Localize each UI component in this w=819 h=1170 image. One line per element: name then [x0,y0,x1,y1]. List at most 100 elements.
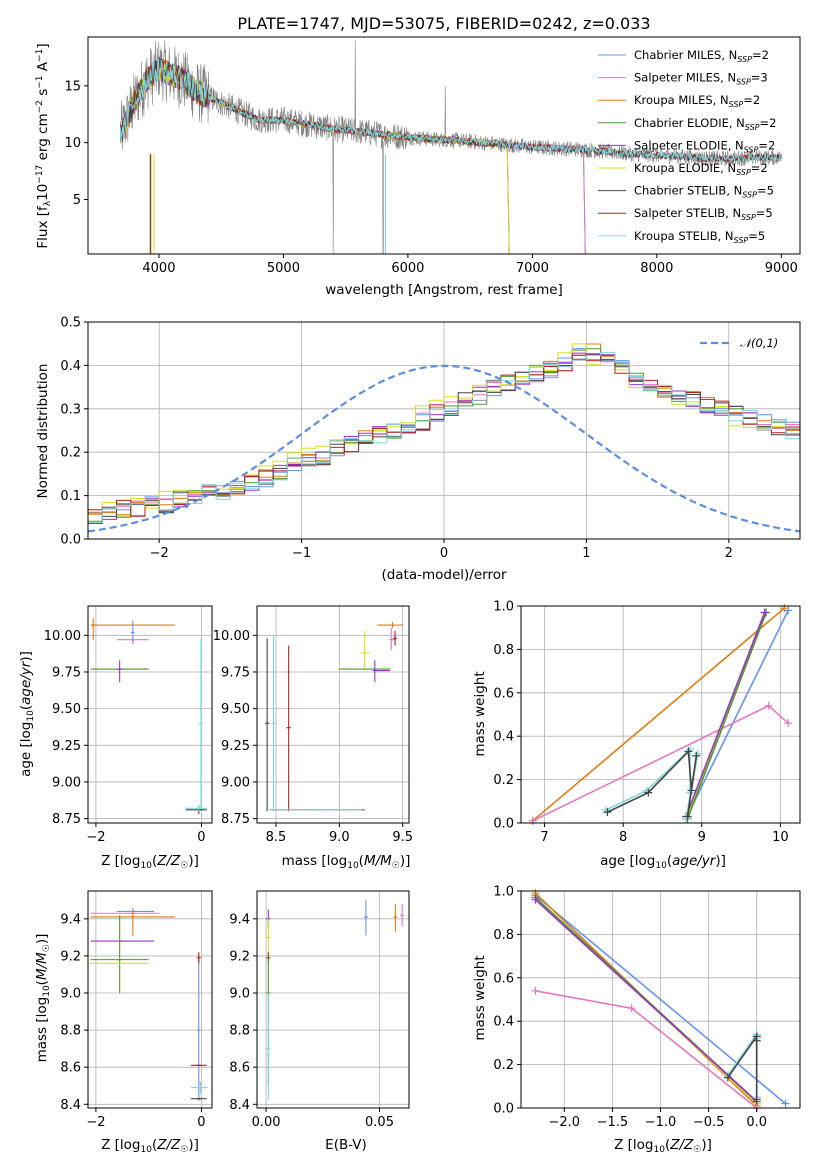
errorbar-point [372,660,390,683]
x-tick-label: 7 [540,830,548,845]
errorbar-point [266,993,271,1101]
errorbar-point [90,915,149,994]
errorbar-point [266,918,271,956]
y-tick-label: 0.0 [493,1102,514,1117]
x-tick-label: −1.5 [597,1115,629,1130]
series-marker [784,606,793,615]
weight-age-ylabel: mass weight [472,671,488,756]
series-marker [760,608,769,617]
legend-entry: 𝒩(0,1) [740,336,778,350]
y-tick-label: 0.8 [493,928,514,943]
series-marker [752,1095,761,1104]
y-tick-label: 0.6 [493,686,514,701]
y-tick-label: 1.0 [493,885,514,900]
series-marker [603,808,612,817]
age-vs-mass-panel: 8.5 9.0 9.5 8.75 9.00 9.25 9.50 9.75 10.00 [213,605,413,845]
series-marker [687,786,696,795]
y-tick-label: 10.00 [44,629,81,644]
residuals-panel: −2 −1 0 1 2 0.0 0.1 0.2 0.3 0.4 0.5 𝒩(0,1) [60,316,801,561]
series-marker [531,986,540,995]
x-tick-label: −1 [292,546,311,561]
errorbar-point [360,630,370,671]
errorbar-point [185,805,207,812]
series-line-kroupa_miles [532,607,785,822]
errorbar-point [265,638,270,812]
age-z-xlabel: Z [log10(Z/Z☉)] [101,853,199,871]
x-tick-label: 6000 [391,261,424,276]
series-marker [644,788,653,797]
errorbar-point [393,630,398,646]
residual-hist-salpeter_elodie [88,352,800,520]
y-tick-label: 1.0 [493,600,514,615]
x-tick-label: −1.0 [645,1115,677,1130]
y-tick-label: 0.2 [493,773,514,788]
series-line-chabrier_miles [685,609,789,820]
x-tick-label: 9.0 [329,830,350,845]
y-tick-label: 9.4 [229,912,250,927]
series-line-chabrier_elodie [686,612,767,819]
y-tick-label: 8.8 [229,1024,250,1039]
x-tick-label: −2 [86,1115,105,1130]
x-tick-label: 0 [197,830,205,845]
x-tick-label: −2 [86,830,105,845]
series-line-salpeter_miles [532,704,789,822]
residual-hist-chabrier_stelib [88,353,800,524]
errorbar-point [117,660,123,683]
x-tick-label: 0.0 [746,1115,767,1130]
residual-hist-kroupa_elodie [88,343,800,517]
weight-z-xlabel: Z [log10(Z/Z☉)] [614,1137,712,1155]
mass-z-ylabel: mass [log10(M/M☉)] [34,934,52,1063]
y-tick-label: 9.50 [221,702,250,717]
legend-entry: Chabrier STELIB, NSSP=5 [634,184,774,200]
y-tick-label: 8.6 [60,1061,81,1076]
spectrum-legend: Chabrier MILES, NSSP=2 Salpeter MILES, NS… [598,48,776,245]
axes-frame [520,605,801,824]
x-tick-label: 8 [619,830,627,845]
series-line-salpeter_elodie [685,612,766,817]
y-tick-label: 9.75 [221,665,250,680]
y-tick-label: 9.4 [60,912,81,927]
residual-histograms [88,343,800,533]
y-tick-label: 0.6 [493,971,514,986]
y-tick-label: 10 [64,136,81,151]
errorbar-point [271,635,276,812]
x-tick-label: 10 [772,830,789,845]
x-tick-label: 0 [440,546,448,561]
y-tick-label: 5 [73,193,81,208]
y-tick-label: 0.2 [493,1058,514,1073]
weight-vs-metallicity-panel: −2.0 −1.5 −1.0 −0.5 0.0 0.0 0.2 0.4 0.6 0.8 1.0 [493,885,801,1130]
legend-entry: Salpeter ELODIE, NSSP=2 [634,138,775,154]
spectrum-ylabel: Flux [fλ10−17 erg cm−2 s−1 A−1] [35,43,53,248]
x-tick-label: 8.5 [266,830,287,845]
y-tick-label: 9.2 [60,949,81,964]
age-z-ylabel: age [log10(age/yr)] [18,651,36,777]
axes-frame [256,605,410,824]
residual-hist-kroupa_stelib [88,351,800,523]
x-tick-label: 4000 [142,261,175,276]
x-tick-label: −2.0 [549,1115,581,1130]
y-tick-label: 8.8 [60,1024,81,1039]
series-marker [723,1073,732,1082]
residual-hist-kroupa_miles [88,343,800,516]
errorbar-point [393,903,398,932]
axes-frame [87,36,801,255]
y-tick-label: 9.25 [221,739,250,754]
series-line-chabrier_miles [534,894,787,1105]
model-spectrum-chabrier_elodie [119,57,510,254]
y-tick-label: 9.00 [221,775,250,790]
figure-title: PLATE=1747, MJD=53075, FIBERID=0242, z=0… [237,14,650,33]
series-line-chabrier_stelib [607,749,698,817]
mass-z-xlabel: Z [log10(Z/Z☉)] [101,1137,199,1155]
y-tick-label: 0.4 [493,1015,514,1030]
legend-entry: Chabrier MILES, NSSP=2 [634,48,769,64]
x-tick-label: 0.00 [252,1115,281,1130]
legend-entry: Kroupa MILES, NSSP=2 [634,93,760,109]
weight-z-ylabel: mass weight [472,955,488,1040]
age-vs-metallicity-panel: −2 0 8.75 9.00 9.25 9.50 9.75 10.00 [44,605,213,845]
legend-entry: Kroupa STELIB, NSSP=5 [634,229,765,245]
y-tick-label: 9.0 [229,987,250,1002]
legend-entry: Chabrier ELODIE, NSSP=2 [634,116,776,132]
series-marker [683,812,692,821]
residual-hist-chabrier_miles [88,348,800,517]
x-tick-label: 1 [582,546,590,561]
